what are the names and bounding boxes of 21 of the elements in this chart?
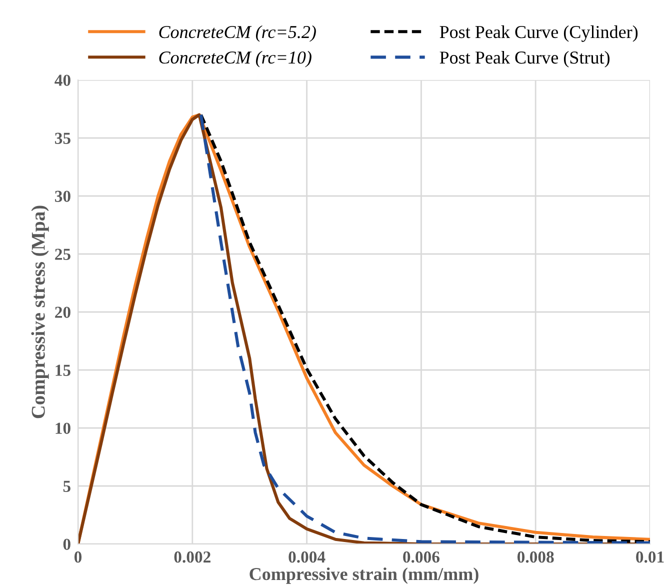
y-tick-label: 40 <box>54 74 70 86</box>
legend-label: ConcreteCM (rc=10) <box>159 50 312 68</box>
legend-label: ConcreteCM (rc=5.2) <box>159 25 316 42</box>
x-tick-label: 0.006 <box>403 551 440 563</box>
x-tick-label: 0.008 <box>517 551 554 563</box>
y-tick-label: 0 <box>63 538 70 550</box>
y-tick-label: 10 <box>56 422 70 434</box>
y-tick-label: 35 <box>55 132 70 144</box>
x-axis-title: Compressive strain (mm/mm) <box>250 567 478 584</box>
x-tick-label: 0.01 <box>636 551 664 563</box>
y-tick-label: 5 <box>63 480 70 492</box>
legend-label: Post Peak Curve (Strut) <box>440 50 610 68</box>
x-tick-label: 0 <box>74 551 82 563</box>
y-axis-title: Compressive stress (Mpa) <box>31 206 49 418</box>
x-tick-label: 0.004 <box>288 551 326 563</box>
y-tick-label: 25 <box>55 248 70 260</box>
y-tick-label: 15 <box>56 364 70 376</box>
y-tick-label: 30 <box>55 190 70 202</box>
x-tick-label: 0.002 <box>174 551 210 563</box>
y-tick-label: 20 <box>55 306 70 318</box>
legend-label: Post Peak Curve (Cylinder) <box>440 25 638 42</box>
